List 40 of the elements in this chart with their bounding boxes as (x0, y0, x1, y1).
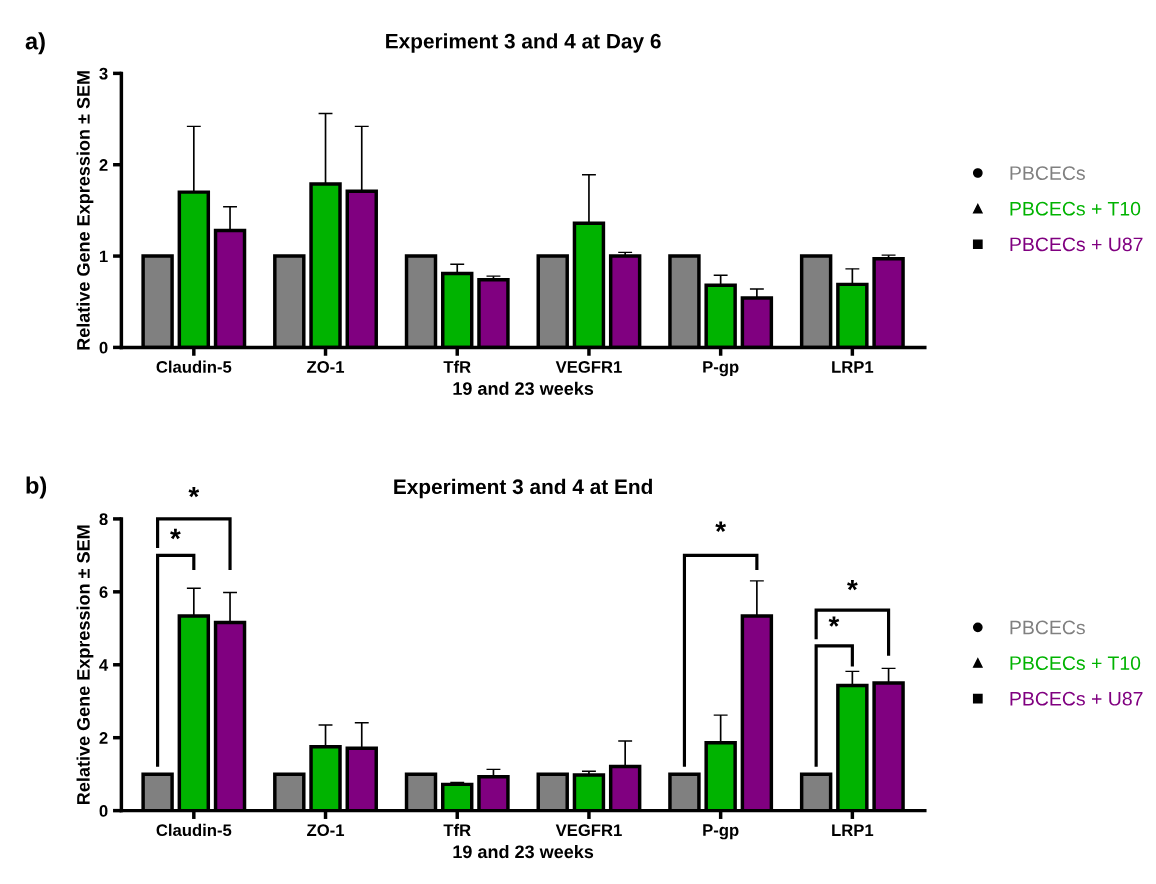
annotation: * (828, 616, 840, 627)
y-axis-title: Relative Gene Expression ± SEM (76, 525, 94, 804)
x-tick-label: TfR (443, 360, 471, 373)
text: PBCECs + T10 (1010, 201, 1141, 216)
x-tick-label: LRP1 (832, 824, 874, 836)
text: b) (26, 476, 47, 499)
x-tick-label: ZO-1 (307, 824, 345, 837)
x-tick-label: P-gp (703, 824, 739, 840)
text: PBCECs (1010, 620, 1085, 635)
annotation: * (170, 528, 181, 540)
x-axis-title: 19 and 23 weeks (453, 844, 594, 859)
x-tick-label: Claudin-5 (156, 823, 232, 837)
y-tick-label: 6 (99, 586, 108, 599)
x-tick-label: Claudin-5 (156, 360, 232, 373)
x-tick-label: VEGFR1 (555, 361, 622, 373)
text: * (188, 486, 200, 498)
text: PBCECs + U87 (1010, 237, 1143, 252)
x-tick-label: ZO-1 (307, 361, 345, 373)
y-tick-label: 0 (99, 341, 108, 354)
chart-title: Experiment 3 and 4 at End (394, 478, 652, 499)
y-tick-label: 8 (99, 513, 108, 526)
text: PBCECs + U87 (1010, 691, 1143, 706)
x-axis-title: 19 and 23 weeks (453, 381, 594, 395)
y-tick-label: 0 (99, 805, 108, 817)
y-tick-label: 3 (99, 67, 108, 80)
y-tick-label: 1 (99, 250, 108, 263)
text: a) (25, 32, 45, 55)
x-tick-label: TfR (443, 823, 471, 836)
y-tick-label: 2 (99, 732, 108, 744)
annotation: * (715, 521, 727, 532)
x-tick-label: VEGFR1 (555, 824, 622, 837)
annotation: * (847, 579, 858, 591)
y-tick-label: 4 (99, 659, 109, 671)
text: PBCECs + T10 (1010, 656, 1141, 670)
y-tick-label: 2 (99, 159, 108, 171)
x-tick-label: P-gp (703, 361, 739, 377)
chart-title: Experiment 3 and 4 at Day 6 (386, 33, 661, 53)
x-tick-label: LRP1 (832, 361, 874, 373)
text: PBCECs (1010, 166, 1085, 180)
y-axis-title: Relative Gene Expression ± SEM (76, 71, 94, 350)
